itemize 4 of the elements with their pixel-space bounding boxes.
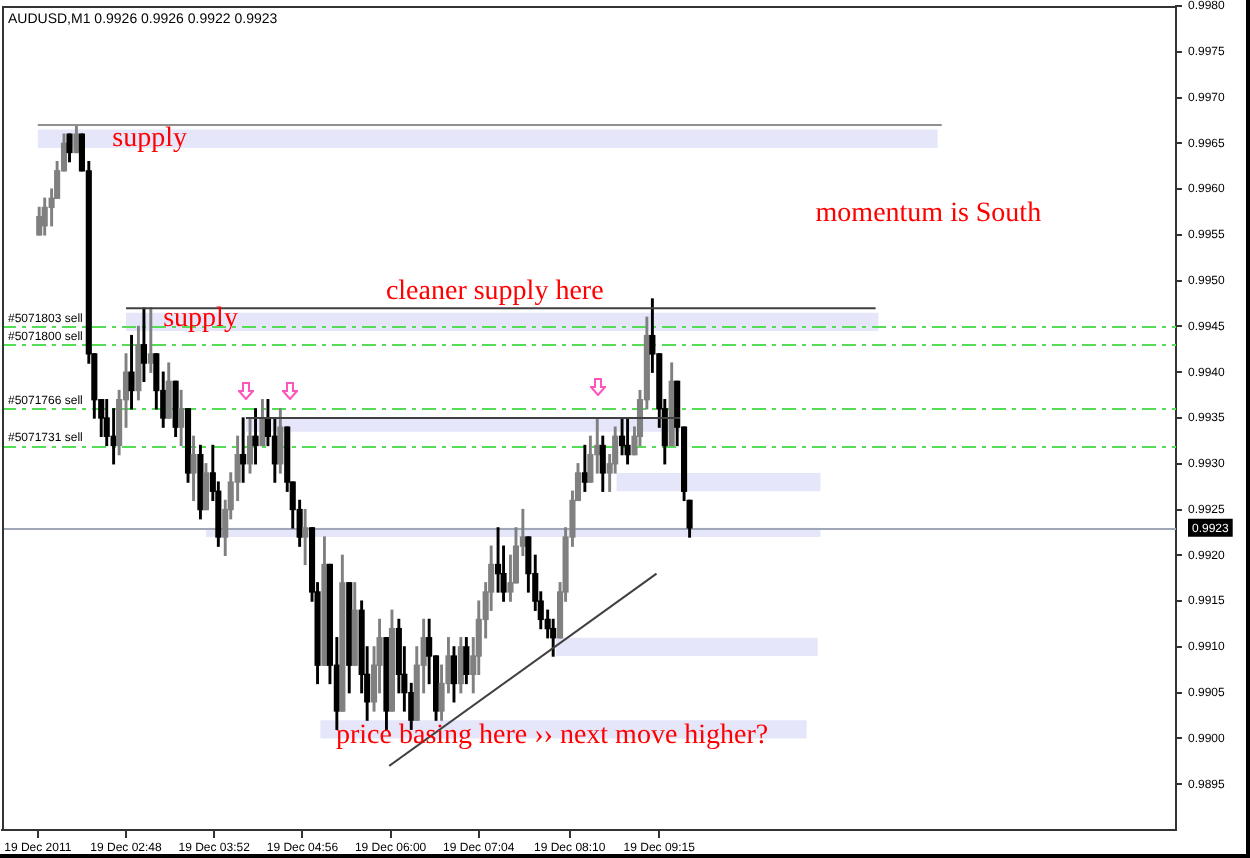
annotation: supply — [112, 124, 187, 155]
annotation: cleaner supply here — [385, 277, 604, 308]
annotation: momentum is South — [815, 198, 1042, 229]
annotation: supply — [163, 304, 238, 335]
